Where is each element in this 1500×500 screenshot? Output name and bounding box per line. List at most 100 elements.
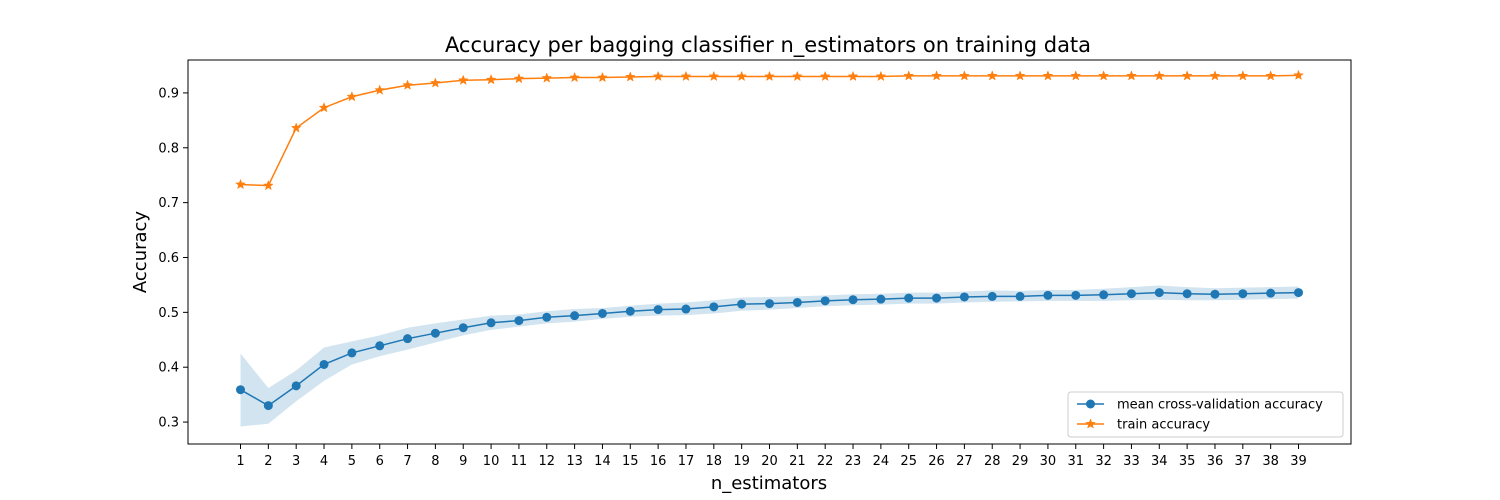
train-accuracy-point <box>708 70 720 82</box>
x-tick-label: 34 <box>1151 454 1168 469</box>
x-tick-label: 39 <box>1290 454 1307 469</box>
x-tick-label: 15 <box>622 454 639 469</box>
x-tick-label: 20 <box>761 454 778 469</box>
cv-accuracy-point <box>820 296 830 306</box>
x-tick-label: 28 <box>984 454 1001 469</box>
train-accuracy-point <box>374 84 386 95</box>
train-accuracy-point <box>457 74 469 85</box>
train-accuracy-point <box>569 71 581 83</box>
y-tick-label: 0.8 <box>158 141 179 156</box>
series-line-layer <box>240 74 1299 407</box>
x-tick-label: 12 <box>538 454 555 469</box>
x-tick-label: 22 <box>817 454 834 469</box>
cv-accuracy-point <box>959 292 969 302</box>
train-accuracy-point <box>875 70 887 82</box>
cv-accuracy-point <box>1182 289 1192 299</box>
y-axis-label: Accuracy <box>130 211 151 294</box>
x-tick-label: 37 <box>1235 454 1252 469</box>
train-accuracy-point <box>1153 70 1165 81</box>
cv-accuracy-point <box>347 348 357 358</box>
y-axis-ticks: 0.3 0.4 0.5 0.6 0.7 0.8 0.9 <box>158 86 188 431</box>
train-accuracy-point <box>847 70 859 82</box>
x-tick-label: 8 <box>431 454 439 469</box>
legend-label-train-accuracy: train accuracy <box>1117 418 1210 433</box>
cv-accuracy-point <box>236 385 245 395</box>
y-tick-label: 0.5 <box>158 306 179 321</box>
train-accuracy-point <box>1181 70 1193 81</box>
train-accuracy-point <box>903 70 915 81</box>
x-tick-label: 38 <box>1262 454 1279 469</box>
train-accuracy-point <box>1126 70 1137 81</box>
legend: mean cross-validation accuracy train accu… <box>1067 391 1344 438</box>
cv-accuracy-point <box>1294 288 1303 298</box>
x-axis-label: n_estimators <box>711 473 827 494</box>
x-tick-label: 25 <box>900 454 917 469</box>
train-accuracy-point <box>1014 70 1026 81</box>
x-tick-label: 29 <box>1012 454 1029 469</box>
train-accuracy-point <box>318 102 330 113</box>
cv-accuracy-point <box>987 291 997 301</box>
cv-accuracy-point <box>653 305 663 315</box>
x-tick-label: 23 <box>845 454 862 469</box>
series-marker-layer <box>235 69 1304 411</box>
cv-accuracy-point <box>737 299 747 309</box>
x-tick-label: 2 <box>264 454 272 469</box>
cv-accuracy-point <box>792 297 802 307</box>
train-accuracy-point <box>764 70 775 82</box>
cv-accuracy-point <box>570 311 580 321</box>
train-accuracy-point <box>624 71 636 82</box>
x-tick-label: 19 <box>733 454 750 469</box>
train-accuracy-point <box>1237 70 1249 81</box>
train-accuracy-point <box>680 70 692 82</box>
x-tick-label: 5 <box>348 454 356 469</box>
cv-accuracy-point <box>765 299 774 309</box>
x-axis-ticks: 1 2 3 4 5 6 7 8 9 10 11 12 13 14 15 16 17 18 19 20 21 22 23 24 2… <box>236 444 1307 469</box>
x-tick-label: 10 <box>483 454 500 469</box>
y-tick-label: 0.3 <box>158 416 179 431</box>
train-accuracy-point <box>1098 70 1110 81</box>
train-accuracy-point <box>958 70 970 81</box>
cv-accuracy-point <box>263 401 273 411</box>
cv-accuracy-point <box>1210 289 1220 299</box>
train-accuracy-point <box>791 70 803 82</box>
legend-label-cv-accuracy: mean cross-validation accuracy <box>1117 398 1323 413</box>
x-tick-label: 3 <box>292 454 300 469</box>
x-tick-label: 33 <box>1123 454 1140 469</box>
train-accuracy-point <box>262 179 274 191</box>
y-tick-label: 0.4 <box>158 361 179 376</box>
train-accuracy-point <box>346 91 358 102</box>
x-tick-label: 16 <box>650 454 667 469</box>
cv-accuracy-point <box>1043 290 1053 300</box>
legend-marker-cv-accuracy <box>1086 399 1095 409</box>
cv-accuracy-point <box>625 306 635 316</box>
train-accuracy-point <box>429 77 441 88</box>
x-tick-label: 7 <box>403 454 411 469</box>
x-tick-label: 13 <box>566 454 583 469</box>
plot-area-frame <box>187 59 1352 445</box>
train-accuracy-line <box>240 74 1299 187</box>
cv-accuracy-point <box>1099 290 1109 300</box>
x-tick-label: 18 <box>706 454 723 469</box>
x-tick-label: 9 <box>459 454 467 469</box>
cv-accuracy-point <box>1266 288 1276 298</box>
x-tick-label: 17 <box>678 454 695 469</box>
train-accuracy-point <box>541 72 553 83</box>
confidence-band-layer <box>240 285 1299 427</box>
train-accuracy-point <box>1209 70 1221 81</box>
cv-accuracy-point <box>932 293 942 303</box>
x-tick-label: 35 <box>1179 454 1196 469</box>
x-tick-label: 6 <box>376 454 384 469</box>
cv-accuracy-point <box>1238 289 1248 299</box>
cv-accuracy-point <box>1071 290 1081 300</box>
cv-accuracy-point <box>709 302 719 312</box>
train-accuracy-point <box>819 70 831 82</box>
train-accuracy-point <box>597 71 608 83</box>
cv-accuracy-point <box>876 294 886 304</box>
train-accuracy-point <box>931 70 942 81</box>
y-tick-label: 0.6 <box>158 251 179 266</box>
cv-accuracy-point <box>681 304 691 314</box>
train-accuracy-point <box>235 178 246 190</box>
train-accuracy-point <box>986 70 998 81</box>
cv-accuracy-point <box>486 318 496 328</box>
